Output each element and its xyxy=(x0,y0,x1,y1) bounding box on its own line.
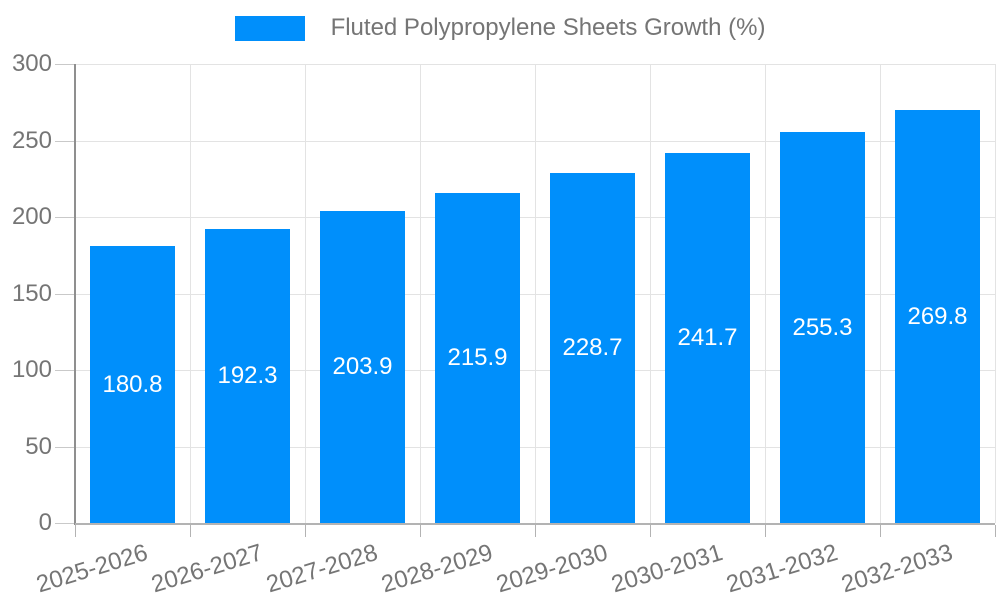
bar[interactable]: 228.7 xyxy=(550,173,635,523)
legend[interactable]: Fluted Polypropylene Sheets Growth (%) xyxy=(0,14,1000,42)
bar-value-label: 269.8 xyxy=(907,302,968,330)
y-axis-tick xyxy=(55,64,75,65)
gridline-vertical xyxy=(305,64,306,523)
x-tick-label: 2026-2027 xyxy=(147,539,266,599)
x-axis-tick xyxy=(765,525,766,537)
bar-value-label: 228.7 xyxy=(562,334,623,362)
bar[interactable]: 203.9 xyxy=(320,211,405,523)
y-axis-tick xyxy=(55,446,75,448)
y-tick-label: 100 xyxy=(11,356,52,383)
x-tick-label: 2028-2029 xyxy=(377,539,496,599)
bar-value-label: 255.3 xyxy=(792,313,853,341)
y-axis-line xyxy=(74,64,76,525)
bar[interactable]: 192.3 xyxy=(205,228,290,523)
x-axis-tick xyxy=(420,525,421,537)
gridline-vertical xyxy=(880,64,881,523)
bar-value-label: 180.8 xyxy=(102,370,163,398)
x-axis-tick xyxy=(650,525,651,537)
bar-value-label: 215.9 xyxy=(447,343,508,371)
x-axis-tick xyxy=(190,525,191,537)
x-tick-label: 2032-2033 xyxy=(837,539,956,599)
x-axis-tick xyxy=(305,525,306,537)
x-axis-tick xyxy=(535,525,536,537)
bar-value-label: 203.9 xyxy=(332,353,393,380)
gridline-vertical xyxy=(190,64,191,523)
gridline-vertical xyxy=(995,64,996,523)
y-axis-tick xyxy=(55,217,75,218)
x-tick-label: 2027-2028 xyxy=(262,539,381,599)
bar-value-label: 192.3 xyxy=(217,361,278,389)
x-axis-tick xyxy=(995,525,996,537)
legend-swatch xyxy=(234,15,305,41)
y-tick-label: 300 xyxy=(11,50,52,77)
y-axis-tick xyxy=(55,370,75,371)
bar[interactable]: 215.9 xyxy=(435,192,520,523)
y-axis-tick xyxy=(55,293,75,295)
y-tick-label: 200 xyxy=(11,203,52,230)
gridline-vertical xyxy=(535,64,536,523)
y-axis-tick xyxy=(55,140,75,142)
gridline-vertical xyxy=(765,64,766,523)
y-tick-label: 150 xyxy=(11,279,52,307)
x-axis-line xyxy=(75,523,995,525)
bar-value-label: 241.7 xyxy=(677,324,738,352)
gridline-vertical xyxy=(420,64,421,523)
x-axis-tick xyxy=(75,525,76,537)
y-axis-tick xyxy=(55,523,75,524)
y-tick-label: 50 xyxy=(25,432,52,460)
y-tick-label: 250 xyxy=(11,126,52,154)
bar[interactable]: 180.8 xyxy=(90,246,175,523)
x-tick-label: 2031-2032 xyxy=(722,539,841,599)
bar[interactable]: 255.3 xyxy=(780,132,865,523)
x-tick-label: 2030-2031 xyxy=(607,539,726,599)
gridline-vertical xyxy=(650,64,651,523)
y-tick-label: 0 xyxy=(38,509,52,536)
bar[interactable]: 241.7 xyxy=(665,153,750,523)
bar[interactable]: 269.8 xyxy=(895,110,980,523)
x-tick-label: 2025-2026 xyxy=(32,539,151,599)
legend-label: Fluted Polypropylene Sheets Growth (%) xyxy=(330,14,766,41)
x-tick-label: 2029-2030 xyxy=(492,539,611,599)
x-axis-tick xyxy=(880,525,881,537)
